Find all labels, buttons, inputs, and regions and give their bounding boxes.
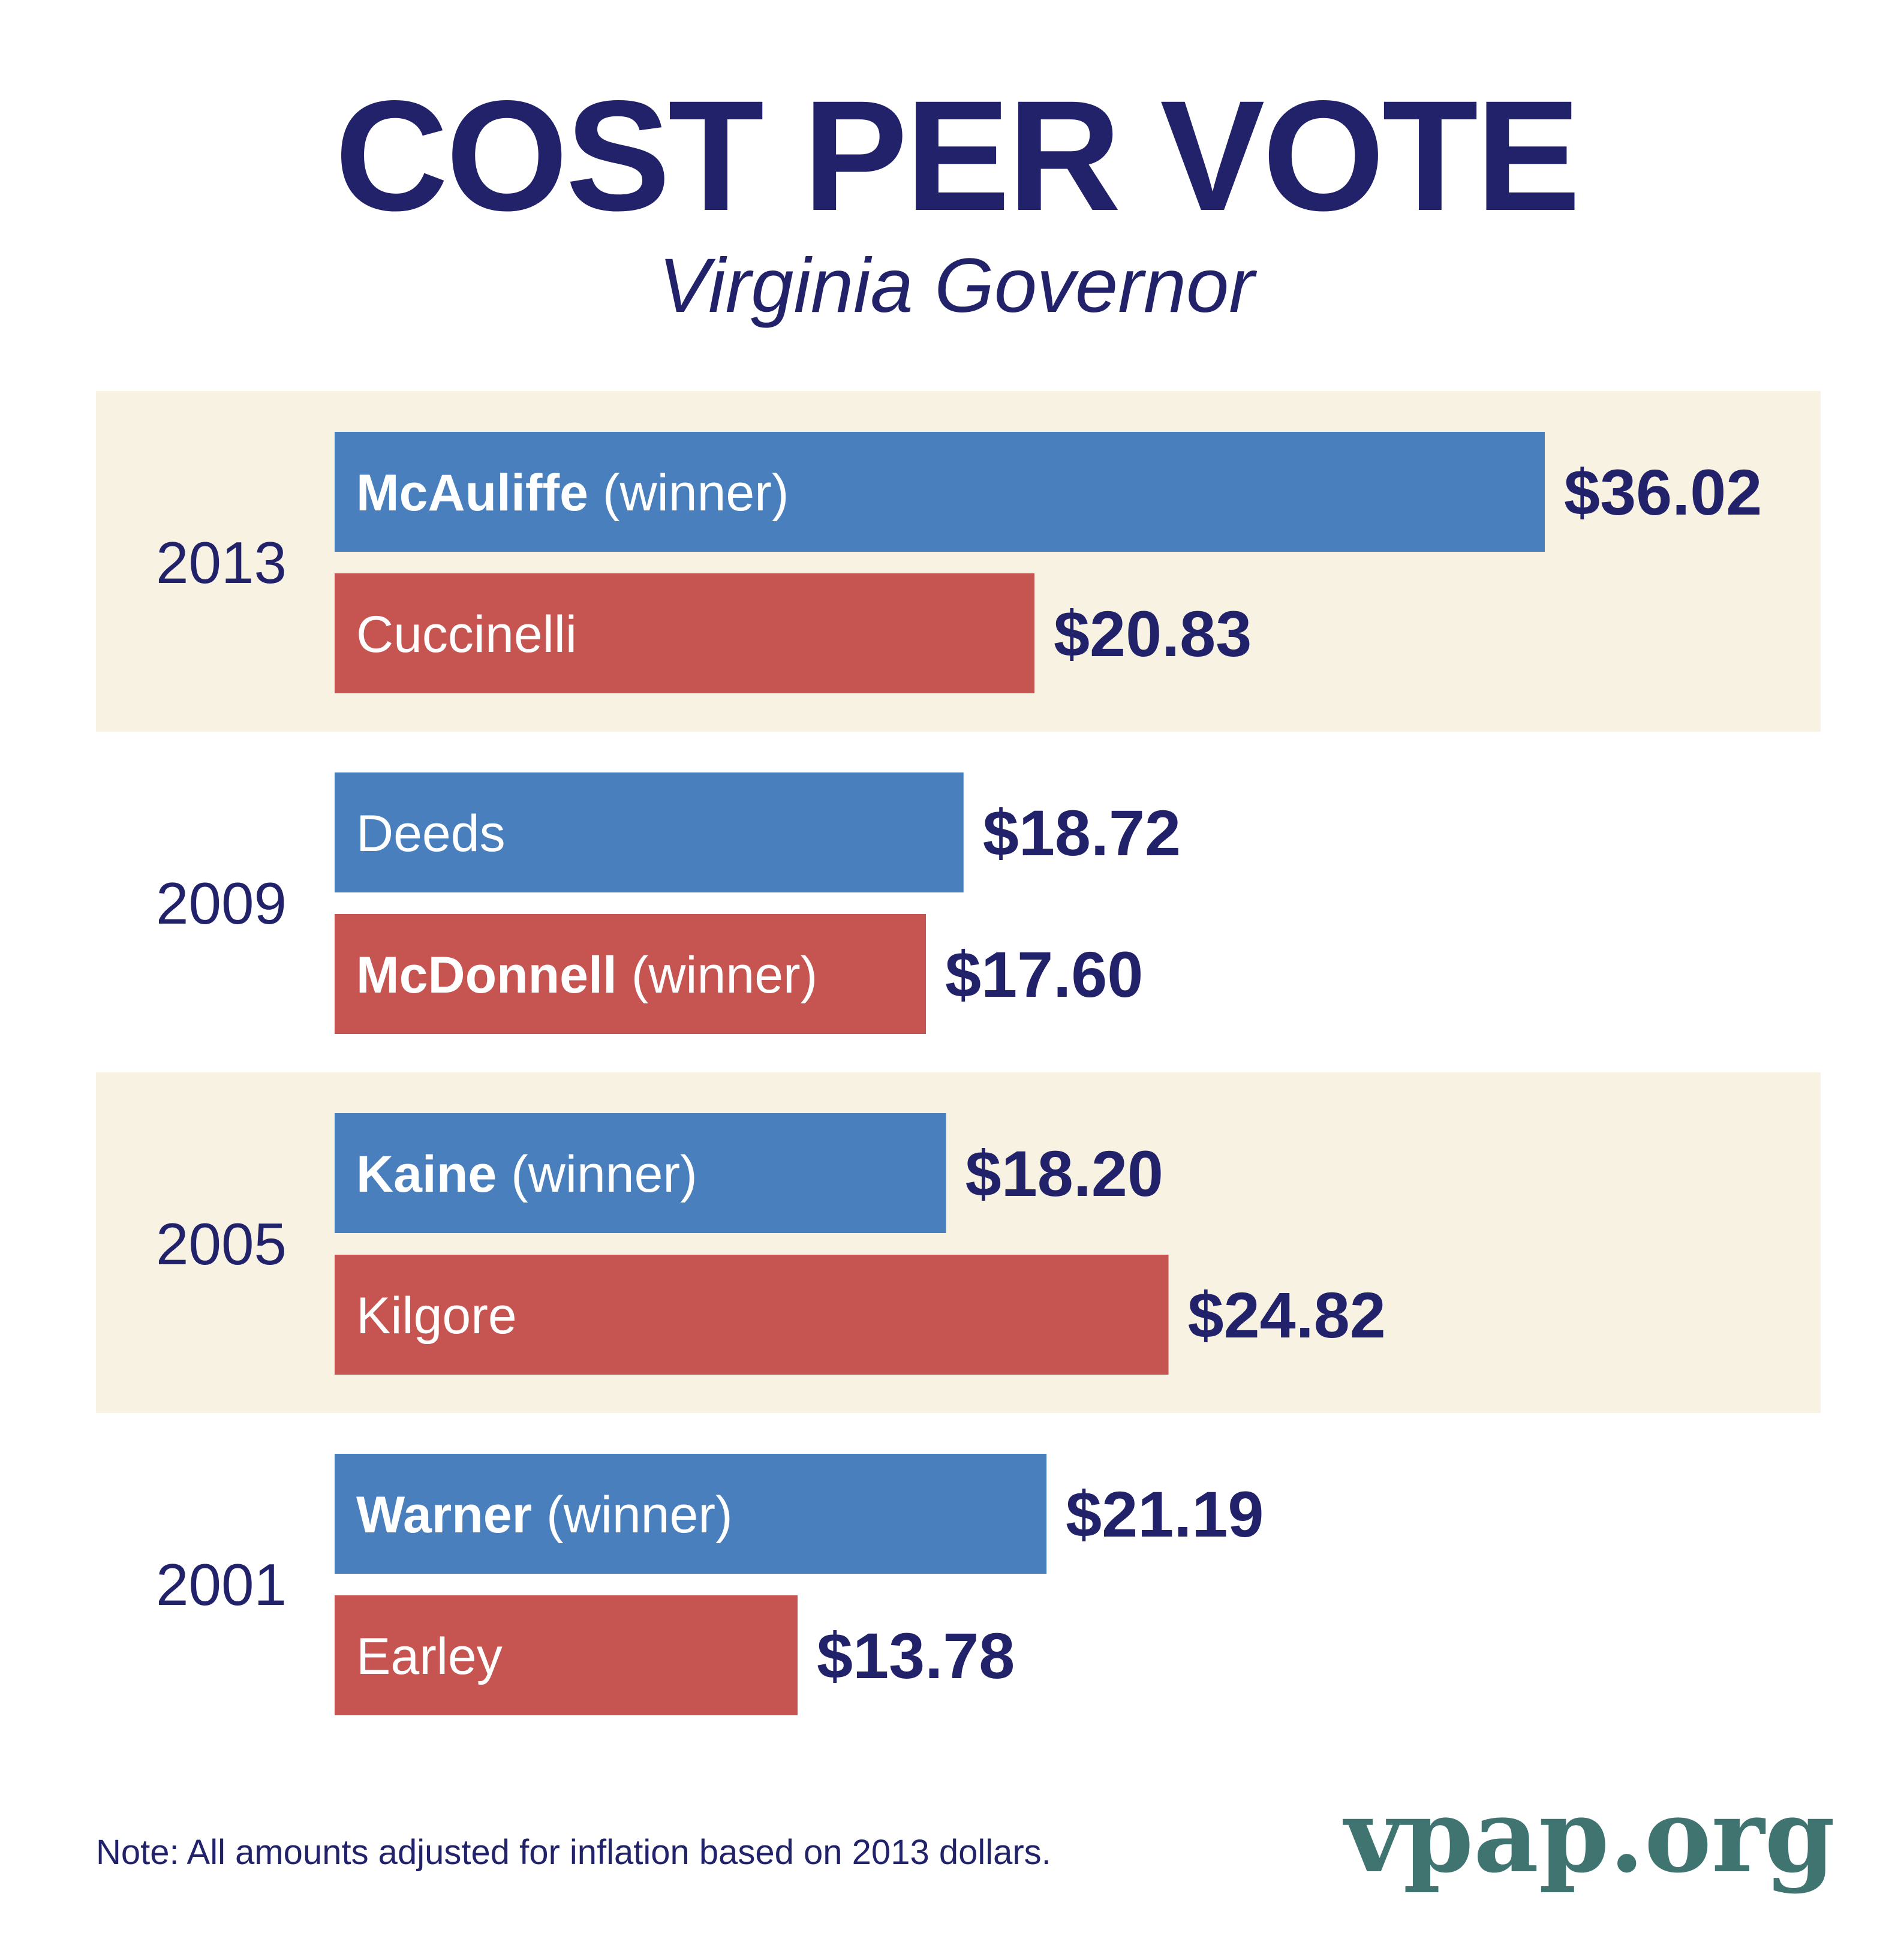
bar-mcauliffe [335, 432, 1545, 552]
bar-name-kaine: Kaine (winner) [356, 1146, 697, 1203]
bar-group-2001: 2001 Warner (winner) $21.19 Earley $13.78 [156, 1454, 1264, 1715]
bar-name-kilgore: Kilgore [356, 1287, 517, 1345]
year-label-2013: 2013 [156, 530, 287, 596]
bar-mcdonnell [335, 914, 927, 1034]
value-label-earley: $13.78 [817, 1619, 1015, 1692]
footnote: Note: All amounts adjusted for inflation… [96, 1833, 1051, 1872]
bar-group-2009: 2009 Deeds $18.72 McDonnell (winner) $17.60 [156, 772, 1181, 1034]
candidate-name: Cuccinelli [356, 606, 577, 663]
year-label-2009: 2009 [156, 870, 287, 936]
value-label-mcauliffe: $36.02 [1564, 456, 1762, 528]
bar-warner [335, 1454, 1047, 1574]
year-label-2005: 2005 [156, 1211, 287, 1277]
value-label-deeds: $18.72 [983, 796, 1181, 869]
value-label-kaine: $18.20 [965, 1137, 1163, 1210]
bar-name-cuccinelli: Cuccinelli [356, 606, 577, 663]
bar-groups: 2013 McAuliffe (winner) $36.02 Cuccinelli $2… [156, 432, 1762, 1715]
bar-kilgore [335, 1255, 1169, 1375]
value-label-warner: $21.19 [1066, 1478, 1264, 1550]
candidate-name: McDonnell [356, 946, 617, 1004]
bar-name-mcdonnell: McDonnell (winner) [356, 946, 817, 1004]
bar-group-2013: 2013 McAuliffe (winner) $36.02 Cuccinelli $2… [156, 432, 1762, 693]
chart-title: COST PER VOTE [335, 68, 1578, 243]
candidate-name: Kilgore [356, 1287, 517, 1345]
bar-group-2005: 2005 Kaine (winner) $18.20 Kilgore $24.82 [156, 1113, 1386, 1375]
bar-cuccinelli [335, 573, 1034, 693]
candidate-name: McAuliffe [356, 464, 588, 522]
bar-earley [335, 1595, 798, 1715]
value-label-mcdonnell: $17.60 [945, 938, 1143, 1011]
value-label-kilgore: $24.82 [1188, 1279, 1386, 1351]
candidate-name: Earley [356, 1628, 503, 1685]
bar-kaine [335, 1113, 946, 1233]
chart-subtitle: Virginia Governor [658, 243, 1257, 329]
value-label-cuccinelli: $20.83 [1054, 597, 1252, 670]
year-label-2001: 2001 [156, 1552, 287, 1618]
candidate-name: Warner [356, 1486, 532, 1544]
winner-suffix: (winner) [588, 464, 789, 522]
winner-suffix: (winner) [497, 1146, 697, 1203]
candidate-name: Deeds [356, 805, 506, 862]
bar-name-mcauliffe: McAuliffe (winner) [356, 464, 789, 522]
bar-name-warner: Warner (winner) [356, 1486, 733, 1544]
winner-suffix: (winner) [617, 946, 818, 1004]
brand-logo: vpap.org [1342, 1776, 1835, 1895]
bar-name-earley: Earley [356, 1628, 503, 1685]
winner-suffix: (winner) [532, 1486, 733, 1544]
bar-deeds [335, 772, 964, 892]
bar-name-deeds: Deeds [356, 805, 506, 862]
candidate-name: Kaine [356, 1146, 497, 1203]
